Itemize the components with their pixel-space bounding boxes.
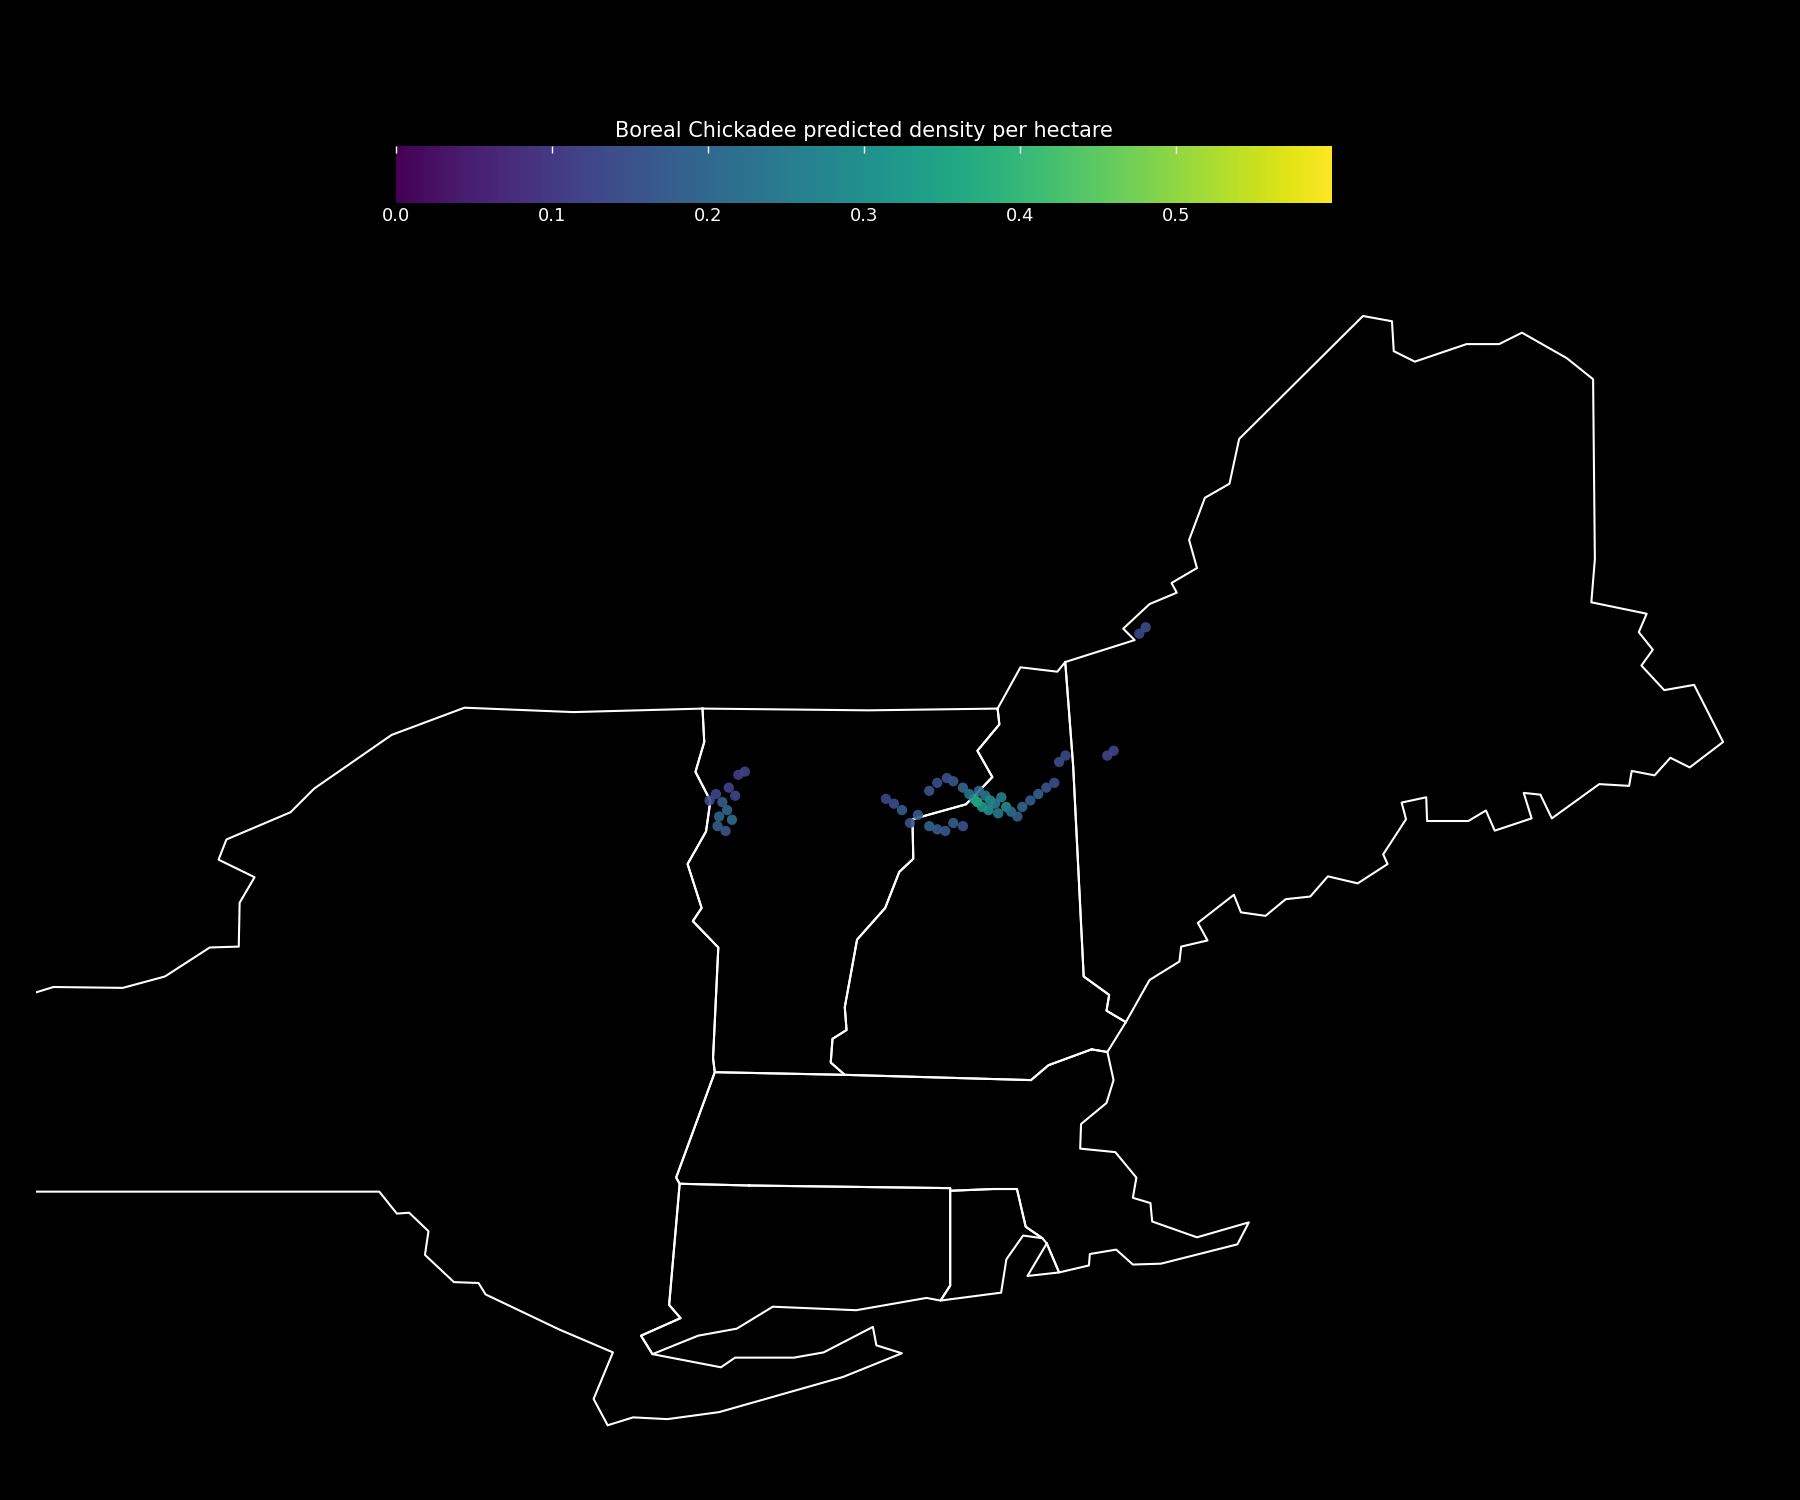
Point bbox=[718, 807, 747, 831]
Point bbox=[720, 783, 749, 807]
Point bbox=[1044, 750, 1073, 774]
Point bbox=[965, 778, 994, 802]
Point bbox=[706, 804, 734, 828]
Point bbox=[974, 798, 1003, 822]
Point bbox=[715, 776, 743, 800]
Point bbox=[981, 792, 1010, 816]
Point bbox=[956, 782, 985, 806]
Point bbox=[702, 782, 731, 806]
Point bbox=[949, 776, 977, 800]
Point bbox=[871, 788, 900, 812]
Point bbox=[707, 790, 736, 814]
Point bbox=[1003, 804, 1031, 828]
Point bbox=[914, 815, 943, 839]
Point bbox=[968, 795, 997, 819]
Point bbox=[695, 789, 724, 813]
Point bbox=[904, 802, 932, 826]
Point bbox=[997, 800, 1026, 824]
Point bbox=[713, 798, 742, 822]
Point bbox=[986, 786, 1015, 810]
Point bbox=[1051, 744, 1080, 768]
Point bbox=[1125, 621, 1154, 645]
Point bbox=[1031, 776, 1060, 800]
Point bbox=[963, 790, 992, 814]
Point bbox=[976, 789, 1004, 813]
Point bbox=[1040, 771, 1069, 795]
Point bbox=[896, 812, 925, 836]
Point bbox=[731, 759, 760, 783]
Point bbox=[985, 801, 1013, 825]
Point bbox=[914, 778, 943, 802]
Title: Boreal Chickadee predicted density per hectare: Boreal Chickadee predicted density per h… bbox=[616, 122, 1112, 141]
Point bbox=[923, 771, 952, 795]
Point bbox=[932, 766, 961, 790]
Point bbox=[940, 770, 968, 794]
Point bbox=[992, 795, 1021, 819]
Point bbox=[1132, 615, 1161, 639]
Point bbox=[1024, 782, 1053, 806]
Point bbox=[970, 783, 999, 807]
Point bbox=[1008, 795, 1037, 819]
Point bbox=[711, 819, 740, 843]
Point bbox=[959, 788, 988, 812]
Point bbox=[940, 812, 968, 836]
Point bbox=[949, 815, 977, 839]
Point bbox=[724, 764, 752, 788]
Point bbox=[1015, 789, 1044, 813]
Point bbox=[887, 798, 916, 822]
Point bbox=[1093, 744, 1121, 768]
Point bbox=[880, 792, 909, 816]
Point bbox=[704, 815, 733, 839]
Point bbox=[1100, 740, 1129, 764]
Point bbox=[923, 818, 952, 842]
Point bbox=[931, 819, 959, 843]
